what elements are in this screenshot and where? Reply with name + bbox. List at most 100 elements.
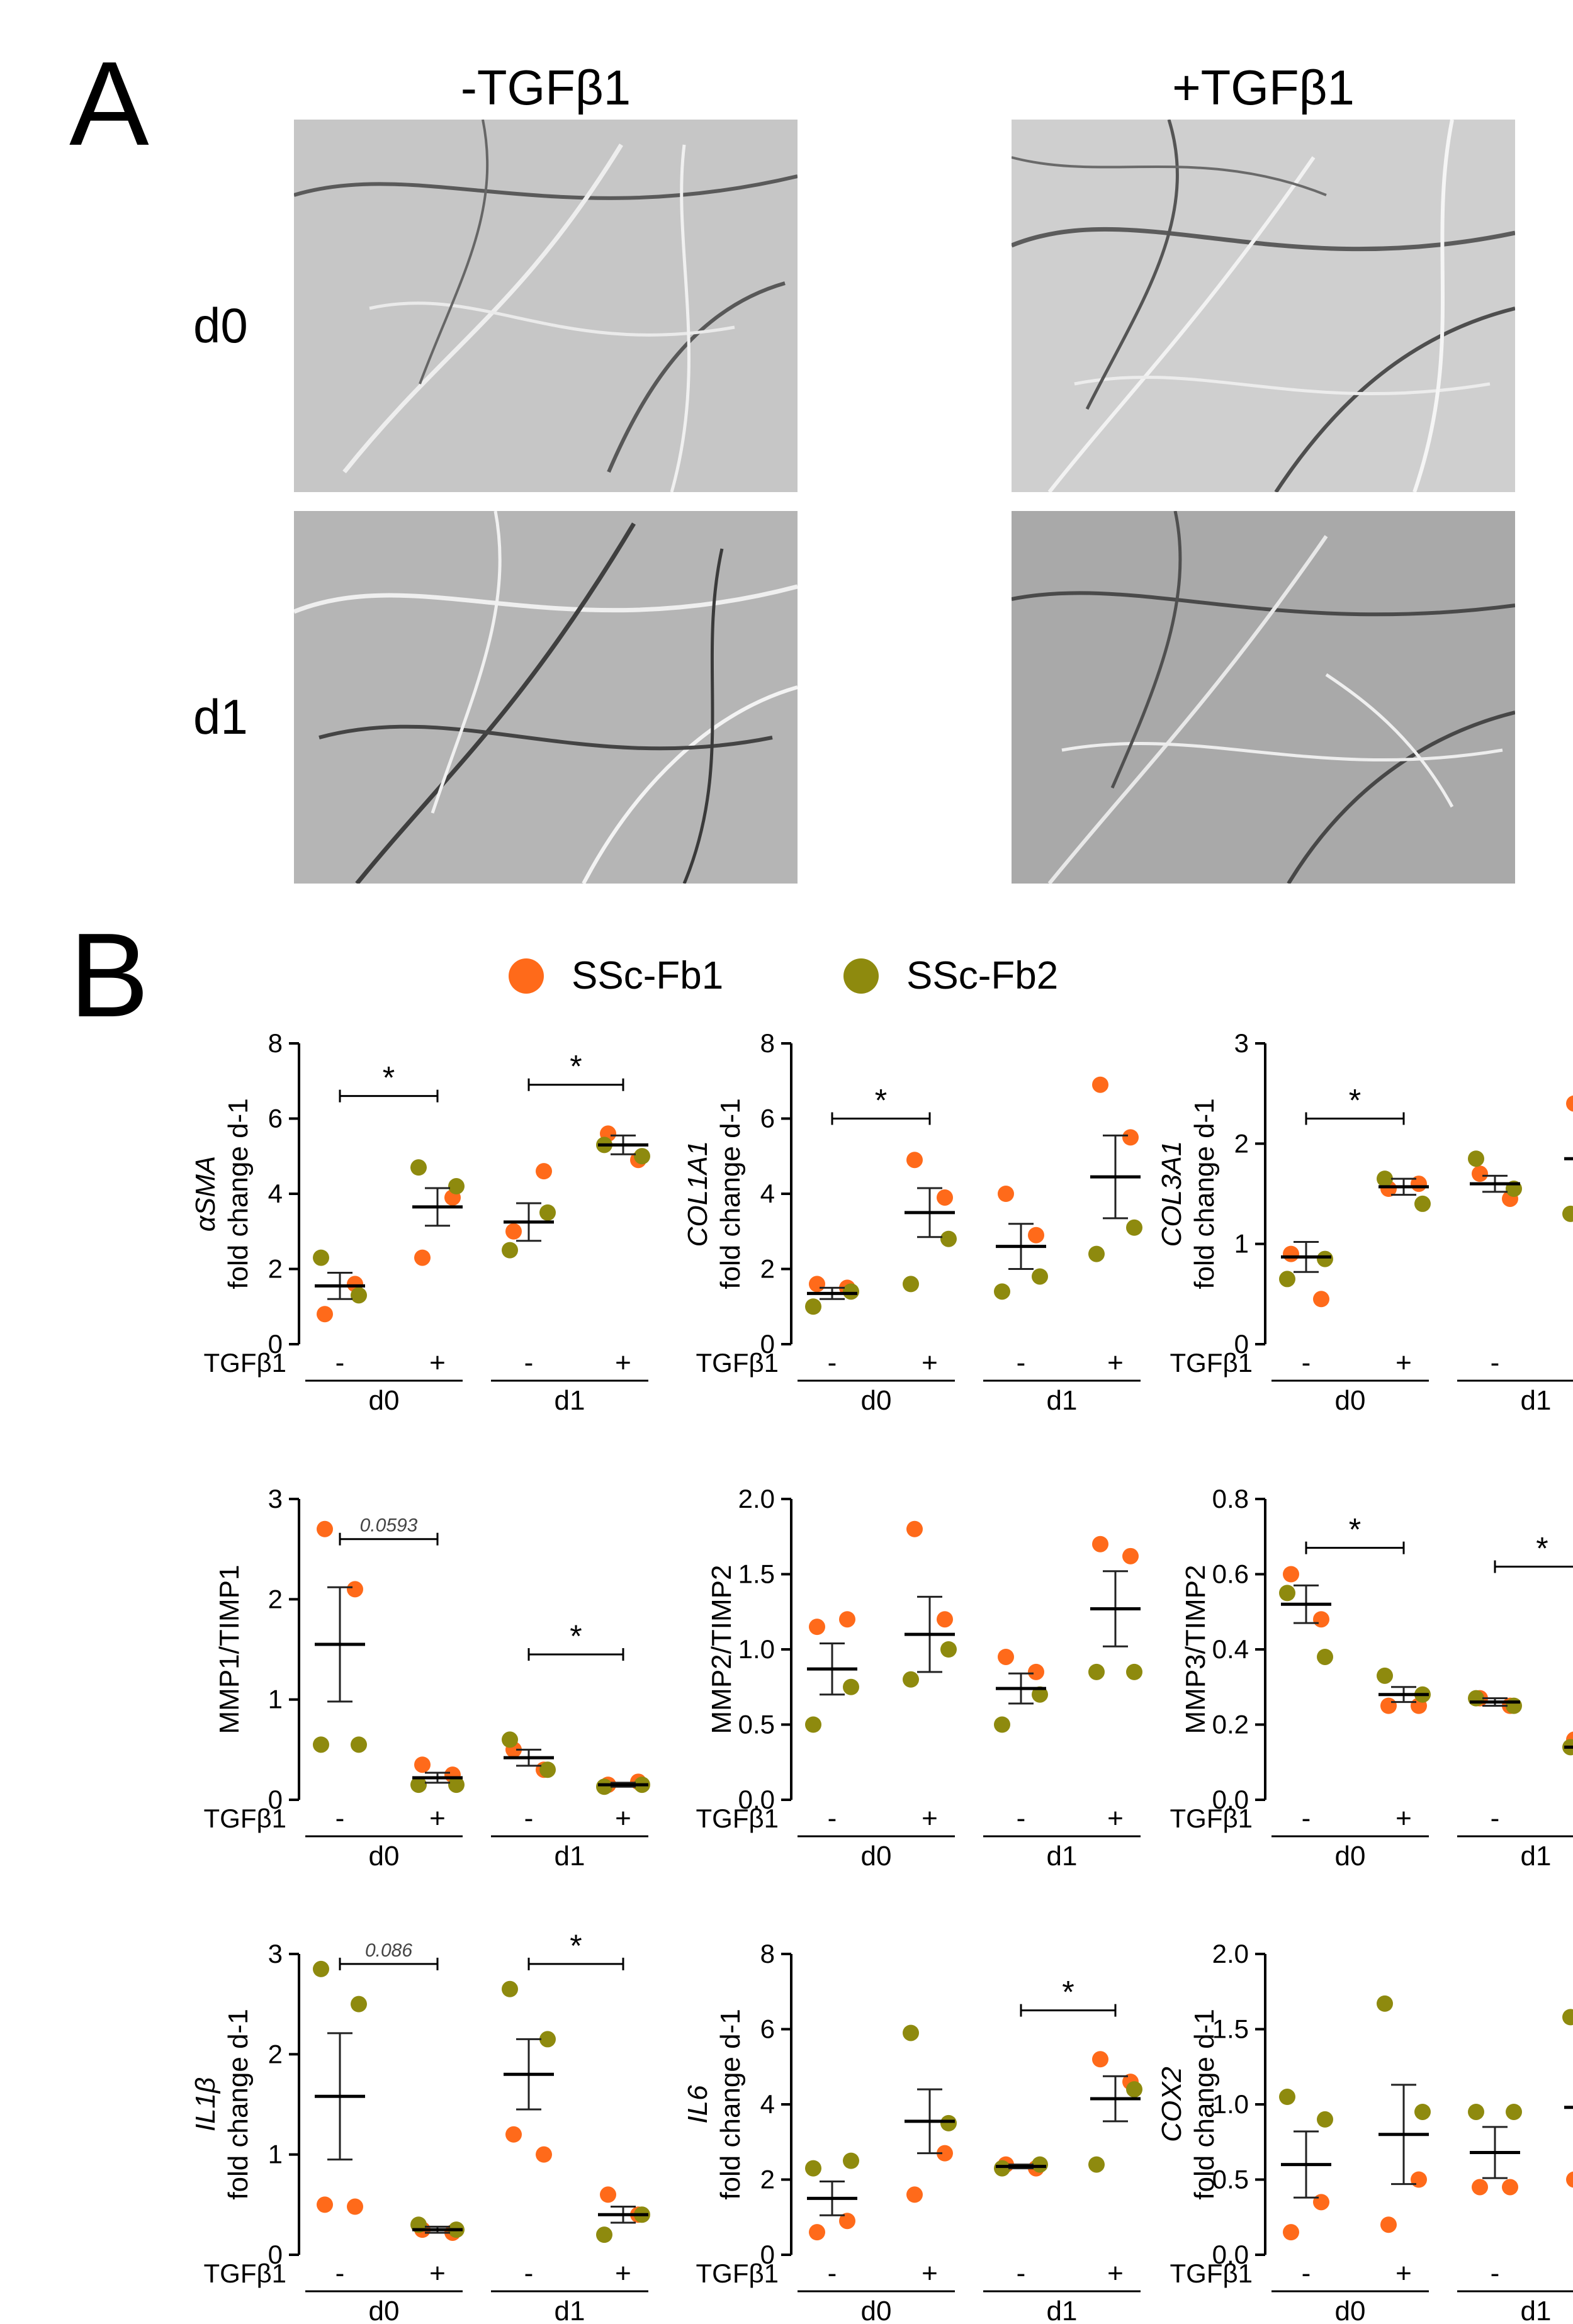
legend-dot-fb1: [509, 958, 544, 994]
cox2-group-label: d0: [1335, 2296, 1366, 2324]
mmp1timp1-y-tick-label: 1: [268, 1685, 283, 1714]
mmp2timp2-point-fb1: [906, 1520, 923, 1537]
mmp1timp1-group-label: d0: [369, 1841, 400, 1872]
col3a1-point-fb2: [1562, 1205, 1573, 1222]
col3a1-sig-label: *: [1349, 1083, 1361, 1118]
mmp3timp2-y-tick-label: 0.4: [1212, 1634, 1249, 1664]
il1b-point-fb2: [596, 2226, 612, 2243]
cox2-y-tick-label: 2.0: [1212, 1939, 1249, 1968]
cox2-point-fb1: [1472, 2179, 1488, 2196]
col1a1-point-fb2: [994, 1283, 1010, 1300]
mmp3timp2-y-tick-label: 0.0: [1212, 1785, 1249, 1814]
mmp2timp2-point-fb1: [998, 1648, 1014, 1665]
col1a1-y-tick-label: 8: [760, 1028, 775, 1058]
mmp1timp1-point-fb2: [448, 1777, 465, 1794]
mmp3timp2-group-label: d0: [1335, 1841, 1366, 1872]
asma-treatment-tick: -: [335, 1347, 345, 1378]
column-header-plus-tgf: +TGFβ1: [1172, 60, 1355, 115]
col1a1-point-fb2: [843, 1283, 859, 1300]
asma-point-fb2: [410, 1159, 427, 1176]
col3a1-point-fb2: [1468, 1150, 1484, 1167]
mmp2timp2-point-fb1: [1028, 1663, 1044, 1680]
il6-y-label: IL6fold change d-1: [682, 2009, 746, 2199]
il6-point-fb1: [839, 2213, 855, 2230]
mmp2timp2-point-fb2: [805, 1716, 821, 1733]
mmp3timp2-treatment-tick: +: [1395, 1803, 1412, 1834]
il1b-point-fb1: [536, 2146, 552, 2163]
il1b-treatment-label: TGFβ1: [204, 2259, 287, 2288]
col3a1-y-tick-label: 2: [1234, 1128, 1249, 1158]
asma-y-label-gene: αSMA: [190, 1156, 221, 1232]
il1b-sig-label: *: [570, 1928, 582, 1963]
mmp1timp1-sig-label: *: [570, 1619, 582, 1654]
col3a1-point-fb1: [1566, 1095, 1573, 1112]
mmp1timp1-treatment-label: TGFβ1: [204, 1804, 287, 1833]
col3a1-point-fb1: [1313, 1291, 1329, 1308]
il6-treatment-tick: -: [1017, 2258, 1026, 2289]
mmp3timp2-sig-label: *: [1349, 1512, 1361, 1547]
col1a1-point-fb2: [1088, 1245, 1105, 1262]
asma-y-tick-label: 4: [268, 1179, 283, 1208]
mmp1timp1-point-fb2: [351, 1736, 367, 1753]
mmp2timp2-point-fb2: [843, 1678, 859, 1695]
asma-treatment-tick: -: [524, 1347, 534, 1378]
il1b-group-label: d0: [369, 2296, 400, 2324]
il1b-point-fb2: [502, 1980, 518, 1997]
mmp2timp2-group-label: d1: [1047, 1841, 1078, 1872]
cox2-point-fb2: [1414, 2103, 1431, 2120]
mmp2timp2-y-tick-label: 1.0: [738, 1634, 775, 1664]
mmp1timp1-sig-label: 0.0593: [360, 1515, 418, 1536]
il1b-point-fb2: [539, 2031, 556, 2048]
mmp1timp1-point-fb2: [539, 1761, 556, 1778]
asma-point-fb1: [505, 1223, 522, 1240]
col1a1-point-fb2: [1032, 1268, 1048, 1285]
mmp3timp2-y-tick-label: 0.8: [1212, 1484, 1249, 1513]
il6-point-fb2: [1032, 2156, 1048, 2173]
asma-y-label: αSMAfold change d-1: [190, 1098, 254, 1289]
col3a1-group-label: d0: [1335, 1385, 1366, 1416]
il6-treatment-label: TGFβ1: [696, 2259, 779, 2288]
col1a1-y-label-gene: COL1A1: [682, 1141, 713, 1247]
mmp1timp1-treatment-tick: +: [615, 1803, 631, 1834]
legend-dot-fb2: [843, 958, 879, 994]
mmp2timp2-treatment-tick: -: [828, 1803, 837, 1834]
mmp2timp2-point-fb1: [1122, 1547, 1139, 1564]
column-header-minus-tgf: -TGFβ1: [460, 60, 631, 115]
cox2-y-tick-label: 0.0: [1212, 2240, 1249, 2269]
il6-y-label-gene: IL6: [682, 2085, 713, 2124]
micrograph-plus-tgf-d0: [1012, 120, 1515, 492]
col1a1-group-label: d1: [1047, 1385, 1078, 1416]
mmp2timp2-point-fb2: [1126, 1663, 1142, 1680]
mmp2timp2-y-tick-label: 1.5: [738, 1559, 775, 1589]
col1a1-point-fb1: [1122, 1129, 1139, 1146]
mmp1timp1-point-fb1: [317, 1520, 333, 1537]
col3a1-treatment-tick: -: [1491, 1347, 1500, 1378]
legend-item-fb2: SSc-Fb2: [843, 953, 1058, 998]
il6-point-fb1: [809, 2224, 825, 2241]
mmp3timp2-group-label: d1: [1521, 1841, 1552, 1872]
mmp3timp2-y-tick-label: 0.2: [1212, 1710, 1249, 1739]
il1b-point-fb1: [505, 2126, 522, 2143]
col1a1-y-tick-label: 0: [760, 1329, 775, 1359]
mmp2timp2-point-fb2: [994, 1716, 1010, 1733]
mmp3timp2-y-tick-label: 0.6: [1212, 1559, 1249, 1589]
mmp2timp2-treatment-tick: +: [1107, 1803, 1124, 1834]
asma-point-fb1: [536, 1163, 552, 1180]
cox2-y-tick-label: 1.0: [1212, 2089, 1249, 2119]
col1a1-treatment-label: TGFβ1: [696, 1348, 779, 1378]
col3a1-treatment-tick: -: [1302, 1347, 1311, 1378]
cox2-treatment-tick: -: [1302, 2258, 1311, 2289]
il1b-y-tick-label: 3: [268, 1939, 283, 1968]
asma-group-label: d1: [555, 1385, 585, 1416]
mmp2timp2-point-fb1: [809, 1619, 825, 1636]
legend-label-fb2: SSc-Fb2: [906, 954, 1059, 997]
col1a1-point-fb2: [903, 1276, 919, 1293]
il1b-treatment-tick: +: [429, 2258, 446, 2289]
col1a1-point-fb2: [940, 1230, 957, 1247]
mmp1timp1-y-tick-label: 0: [268, 1785, 283, 1814]
col3a1-y-label-unit: fold change d-1: [1189, 1098, 1220, 1289]
legend-item-fb1: SSc-Fb1: [509, 953, 723, 998]
col1a1-point-fb1: [906, 1152, 923, 1169]
il1b-y-tick-label: 1: [268, 2140, 283, 2169]
mmp2timp2-y-tick-label: 0.0: [738, 1785, 775, 1814]
